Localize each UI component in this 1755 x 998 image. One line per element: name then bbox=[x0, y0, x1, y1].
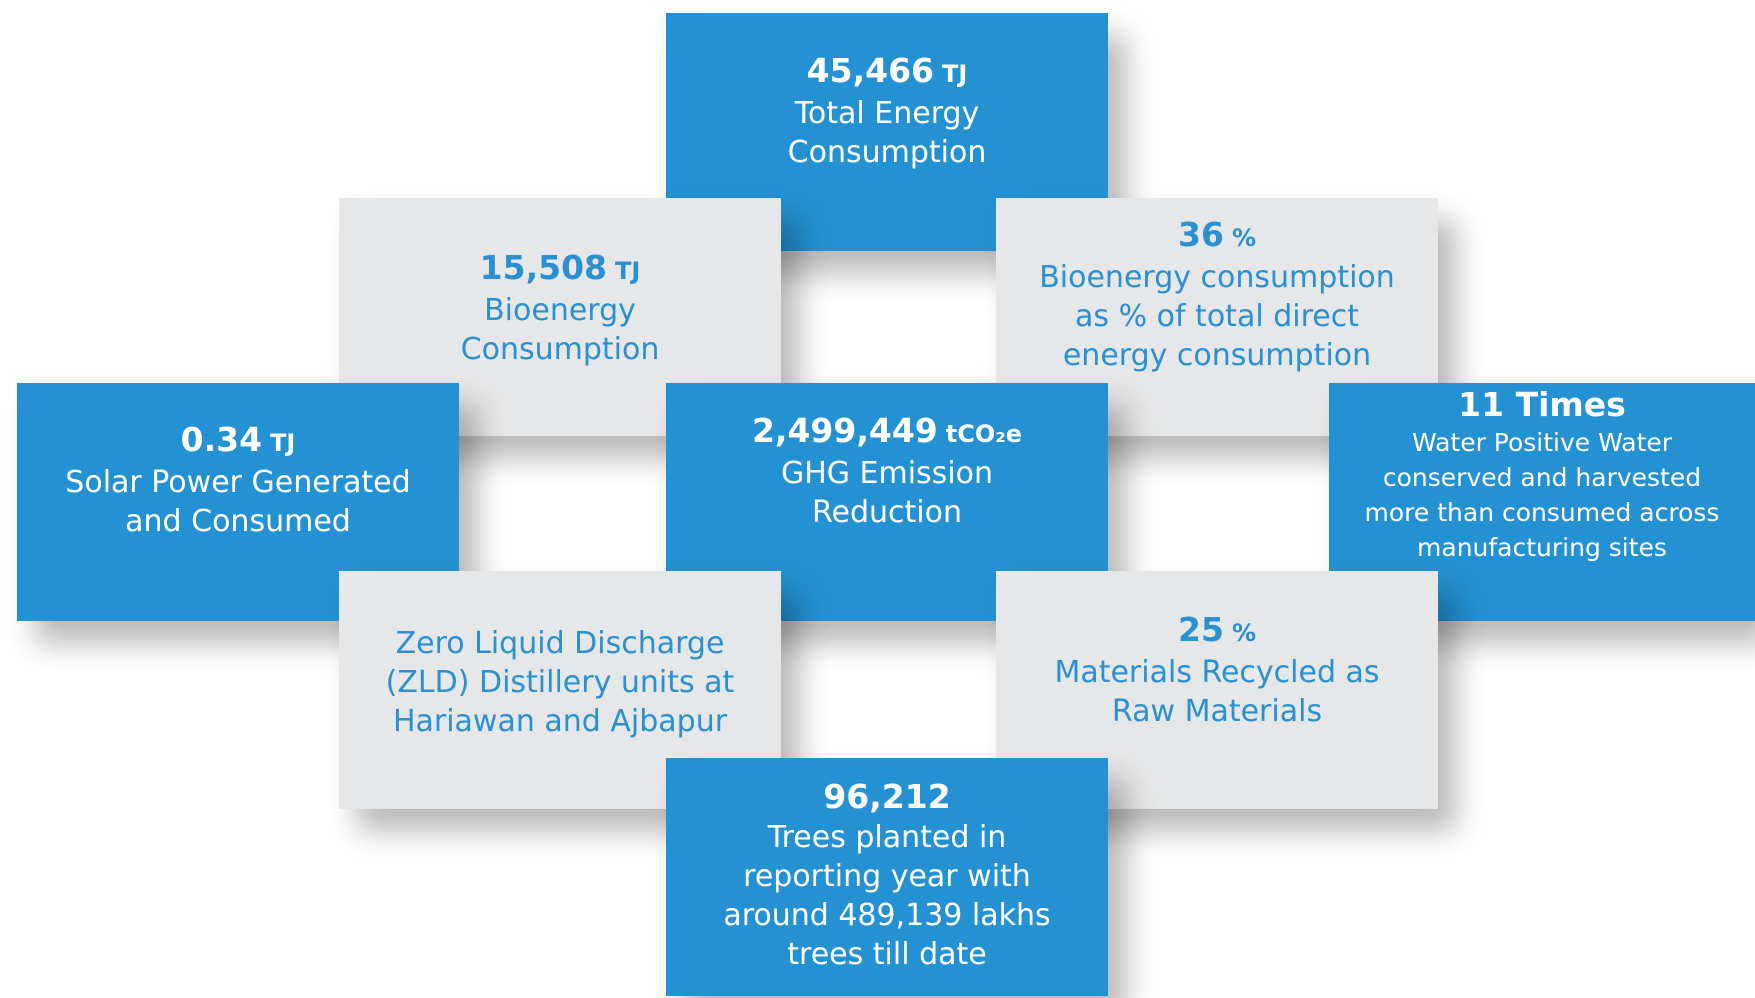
unit: TJ bbox=[270, 429, 296, 457]
card: 11 Times Water Positive Water conserved an… bbox=[1329, 383, 1755, 621]
value: 11 Times bbox=[1458, 385, 1626, 424]
value-line: 2,499,449 tCO₂e bbox=[666, 411, 1108, 454]
label-line: as % of total direct bbox=[1075, 299, 1359, 334]
value: 25 bbox=[1178, 610, 1224, 649]
label-line: around 489,139 lakhs bbox=[723, 898, 1051, 933]
label-line: Total Energy bbox=[794, 96, 980, 131]
label-line: manufacturing sites bbox=[1417, 533, 1667, 562]
unit: tCO₂e bbox=[945, 420, 1023, 448]
value: 15,508 bbox=[479, 248, 608, 287]
label-line: and Consumed bbox=[125, 504, 351, 539]
label-line: Reduction bbox=[812, 495, 962, 530]
value-line: 36% bbox=[996, 215, 1438, 258]
unit: % bbox=[1231, 224, 1256, 252]
unit: TJ bbox=[615, 257, 641, 285]
value-line: 0.34 TJ bbox=[17, 420, 459, 463]
label-line: (ZLD) Distillery units at bbox=[385, 665, 735, 700]
label-line: Water Positive Water bbox=[1411, 428, 1673, 457]
label-line: Solar Power Generated bbox=[65, 465, 411, 500]
card: Zero Liquid Discharge (ZLD) Distillery un… bbox=[339, 571, 781, 809]
label-line: Hariawan and Ajbapur bbox=[392, 704, 728, 739]
label-line: trees till date bbox=[787, 937, 987, 972]
value-line: 96,212 bbox=[666, 777, 1108, 818]
value: 2,499,449 bbox=[751, 411, 938, 450]
label-line: Zero Liquid Discharge bbox=[395, 626, 725, 661]
label-line: more than consumed across bbox=[1364, 498, 1720, 527]
value: 96,212 bbox=[823, 777, 951, 816]
value-line: 11 Times bbox=[1329, 387, 1755, 425]
unit: % bbox=[1231, 619, 1256, 647]
label-line: Consumption bbox=[460, 332, 660, 367]
label-line: Trees planted in bbox=[767, 820, 1007, 855]
label-line: Raw Materials bbox=[1111, 694, 1323, 729]
value-line: 45,466 TJ bbox=[666, 51, 1108, 94]
value: 0.34 bbox=[180, 420, 263, 459]
value: 36 bbox=[1178, 215, 1224, 254]
value-line: 15,508 TJ bbox=[339, 248, 781, 291]
unit: TJ bbox=[942, 60, 968, 88]
label-line: Materials Recycled as bbox=[1054, 655, 1380, 690]
label-line: energy consumption bbox=[1062, 338, 1372, 373]
label-line: Bioenergy consumption bbox=[1039, 260, 1395, 295]
value-line: 25% bbox=[996, 610, 1438, 653]
card: 96,212 Trees planted in reporting year wit… bbox=[666, 758, 1108, 996]
label-line: GHG Emission bbox=[780, 456, 994, 491]
label-line: conserved and harvested bbox=[1382, 463, 1702, 492]
value: 45,466 bbox=[806, 51, 935, 90]
label-line: reporting year with bbox=[743, 859, 1031, 894]
label-line: Bioenergy bbox=[484, 293, 636, 328]
label-line: Consumption bbox=[787, 135, 987, 170]
